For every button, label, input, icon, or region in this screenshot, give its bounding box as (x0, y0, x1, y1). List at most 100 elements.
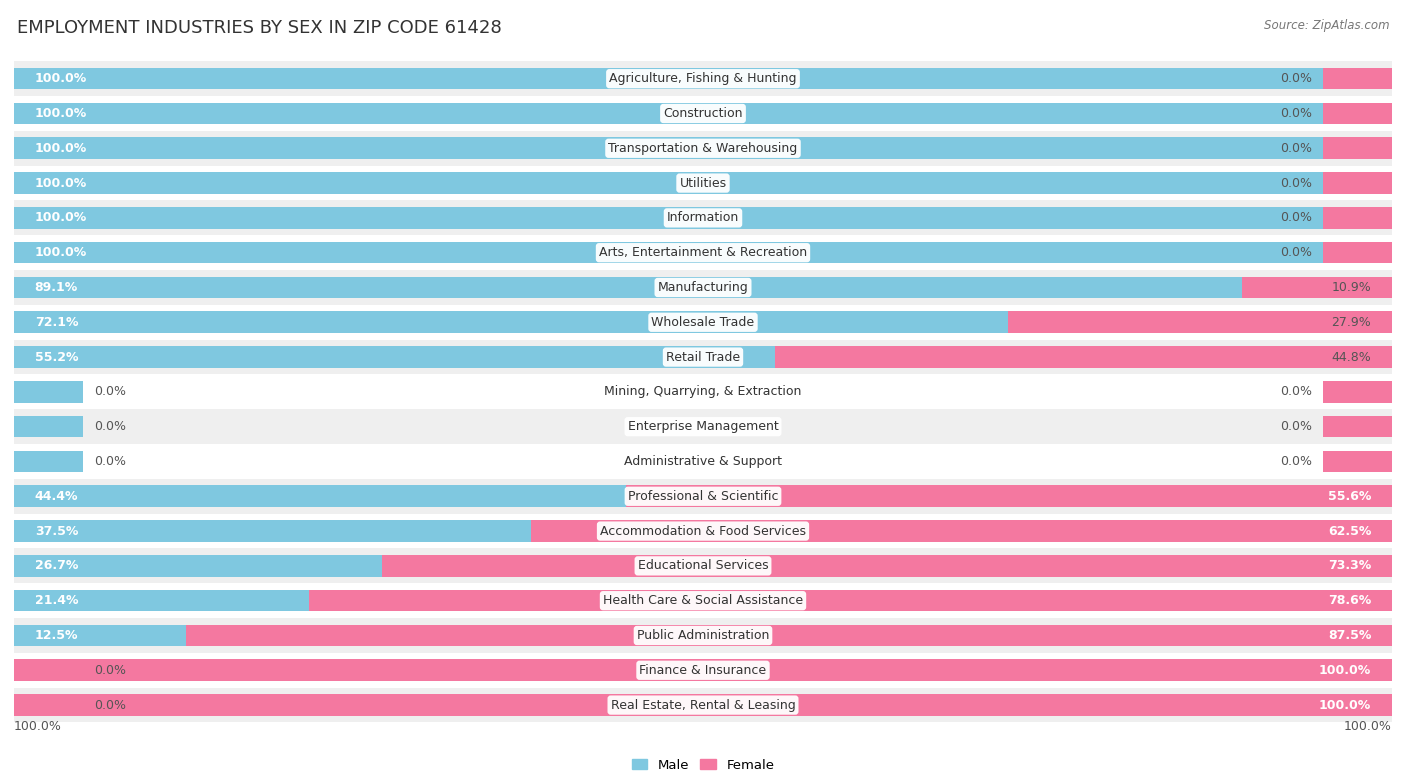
Text: 0.0%: 0.0% (94, 698, 127, 712)
Text: 100.0%: 100.0% (1344, 720, 1392, 733)
Text: Enterprise Management: Enterprise Management (627, 420, 779, 433)
Bar (309, 590, 1392, 611)
Bar (14, 688, 1392, 722)
Bar (14, 340, 1392, 375)
Bar (14, 660, 83, 681)
Bar (14, 137, 1392, 159)
Bar (14, 207, 1392, 229)
Bar (14, 451, 83, 473)
Bar (14, 479, 1392, 514)
Text: 37.5%: 37.5% (35, 525, 79, 538)
Text: Transportation & Warehousing: Transportation & Warehousing (609, 142, 797, 154)
Text: Public Administration: Public Administration (637, 629, 769, 642)
Text: Utilities: Utilities (679, 177, 727, 189)
Bar (14, 235, 1392, 270)
Bar (1323, 242, 1392, 264)
Bar (14, 166, 1392, 200)
Bar (14, 242, 1392, 264)
Text: Arts, Entertainment & Recreation: Arts, Entertainment & Recreation (599, 246, 807, 259)
Bar (14, 200, 1392, 235)
Text: 72.1%: 72.1% (35, 316, 79, 329)
Bar (14, 660, 1392, 681)
Text: 26.7%: 26.7% (35, 559, 79, 573)
Text: Source: ZipAtlas.com: Source: ZipAtlas.com (1264, 19, 1389, 33)
Text: 73.3%: 73.3% (1329, 559, 1371, 573)
Text: 100.0%: 100.0% (14, 720, 62, 733)
Text: 44.8%: 44.8% (1331, 351, 1371, 364)
Bar (14, 277, 1241, 298)
Text: 55.2%: 55.2% (35, 351, 79, 364)
Text: EMPLOYMENT INDUSTRIES BY SEX IN ZIP CODE 61428: EMPLOYMENT INDUSTRIES BY SEX IN ZIP CODE… (17, 19, 502, 37)
Bar (14, 549, 1392, 584)
Bar (1323, 102, 1392, 124)
Text: 100.0%: 100.0% (35, 142, 87, 154)
Text: 100.0%: 100.0% (35, 211, 87, 224)
Text: 0.0%: 0.0% (94, 420, 127, 433)
Text: 0.0%: 0.0% (1279, 420, 1312, 433)
Text: 0.0%: 0.0% (1279, 246, 1312, 259)
Text: Mining, Quarrying, & Extraction: Mining, Quarrying, & Extraction (605, 386, 801, 398)
Bar (14, 618, 1392, 653)
Bar (1008, 311, 1392, 333)
Bar (382, 555, 1392, 577)
Text: 10.9%: 10.9% (1331, 281, 1371, 294)
Bar (626, 486, 1392, 507)
Bar (14, 102, 1392, 124)
Bar (1323, 68, 1392, 89)
Text: 78.6%: 78.6% (1329, 594, 1371, 607)
Text: 100.0%: 100.0% (35, 72, 87, 85)
Bar (14, 61, 1392, 96)
Bar (14, 416, 83, 438)
Text: Finance & Insurance: Finance & Insurance (640, 663, 766, 677)
Text: 100.0%: 100.0% (35, 177, 87, 189)
Bar (14, 555, 382, 577)
Text: 21.4%: 21.4% (35, 594, 79, 607)
Bar (14, 514, 1392, 549)
Text: 87.5%: 87.5% (1327, 629, 1371, 642)
Bar (14, 486, 626, 507)
Bar (14, 520, 531, 542)
Text: 62.5%: 62.5% (1327, 525, 1371, 538)
Text: 0.0%: 0.0% (1279, 211, 1312, 224)
Text: Construction: Construction (664, 107, 742, 120)
Bar (14, 444, 1392, 479)
Bar (14, 68, 1392, 89)
Text: Information: Information (666, 211, 740, 224)
Text: 0.0%: 0.0% (94, 663, 127, 677)
Text: Professional & Scientific: Professional & Scientific (627, 490, 779, 503)
Bar (14, 695, 1392, 716)
Bar (14, 695, 83, 716)
Text: Agriculture, Fishing & Hunting: Agriculture, Fishing & Hunting (609, 72, 797, 85)
Text: Manufacturing: Manufacturing (658, 281, 748, 294)
Bar (14, 381, 83, 403)
Bar (14, 172, 1392, 194)
Bar (14, 653, 1392, 688)
Bar (14, 305, 1392, 340)
Bar (14, 311, 1008, 333)
Text: 100.0%: 100.0% (1319, 698, 1371, 712)
Text: 0.0%: 0.0% (1279, 142, 1312, 154)
Bar (14, 625, 186, 646)
Text: 55.6%: 55.6% (1327, 490, 1371, 503)
Text: 100.0%: 100.0% (35, 107, 87, 120)
Text: Wholesale Trade: Wholesale Trade (651, 316, 755, 329)
Text: 100.0%: 100.0% (1319, 663, 1371, 677)
Bar (531, 520, 1392, 542)
Text: Health Care & Social Assistance: Health Care & Social Assistance (603, 594, 803, 607)
Text: Retail Trade: Retail Trade (666, 351, 740, 364)
Bar (14, 346, 775, 368)
Bar (14, 590, 309, 611)
Text: 0.0%: 0.0% (1279, 386, 1312, 398)
Bar (775, 346, 1392, 368)
Bar (1323, 172, 1392, 194)
Bar (186, 625, 1392, 646)
Text: 0.0%: 0.0% (1279, 72, 1312, 85)
Text: 89.1%: 89.1% (35, 281, 77, 294)
Text: Educational Services: Educational Services (638, 559, 768, 573)
Text: 44.4%: 44.4% (35, 490, 79, 503)
Bar (14, 409, 1392, 444)
Text: Accommodation & Food Services: Accommodation & Food Services (600, 525, 806, 538)
Text: 0.0%: 0.0% (94, 455, 127, 468)
Text: 0.0%: 0.0% (94, 386, 127, 398)
Text: 0.0%: 0.0% (1279, 107, 1312, 120)
